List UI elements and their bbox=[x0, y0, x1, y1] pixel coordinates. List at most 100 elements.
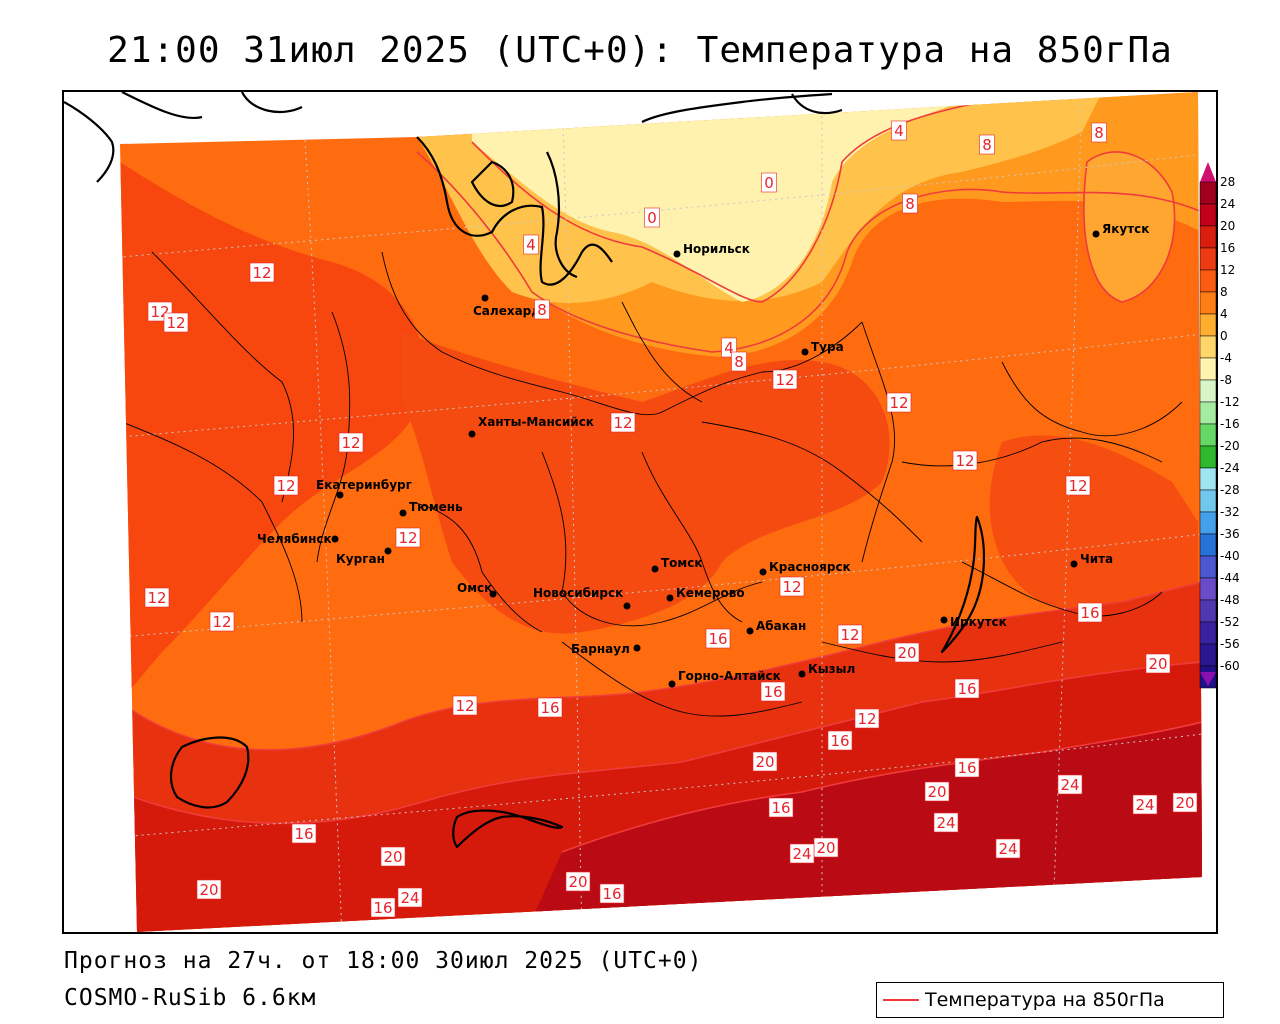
city-dot bbox=[651, 565, 659, 573]
colorbar-cell bbox=[1199, 445, 1217, 469]
city-marker: Горно-Алтайск bbox=[668, 669, 781, 688]
city-marker: Якутск bbox=[1092, 222, 1149, 238]
isotherm-label: 12 bbox=[610, 412, 636, 433]
isotherm-label: 12 bbox=[452, 695, 478, 716]
city-marker: Красноярск bbox=[759, 560, 851, 576]
city-dot bbox=[940, 616, 948, 624]
city-dot bbox=[336, 491, 344, 499]
city-marker: Курган bbox=[336, 547, 392, 566]
isotherm-label-box bbox=[761, 172, 777, 193]
isotherm-label: 12 bbox=[395, 527, 421, 548]
forecast-time-text: Прогноз на 27ч. от 18:00 30июл 2025 (UTC… bbox=[64, 948, 703, 974]
city-marker: Новосибирск bbox=[533, 586, 631, 610]
colorbar-tick-label: -36 bbox=[1220, 527, 1240, 541]
isotherm-value: 20 bbox=[897, 644, 916, 662]
isotherm-value: 20 bbox=[927, 783, 946, 801]
colorbar-tick-label: -8 bbox=[1220, 373, 1232, 387]
city-dot bbox=[399, 509, 407, 517]
isotherm-label: 16 bbox=[599, 883, 625, 904]
city-layer: Норильск Салехард Якутск Тура Ханты-Мансийск… bbox=[257, 222, 1149, 688]
isotherm-label: 20 bbox=[196, 879, 222, 900]
isotherm-value: 24 bbox=[400, 889, 419, 907]
isotherm-value: 16 bbox=[957, 759, 976, 777]
city-marker: Екатеринбург bbox=[316, 478, 412, 499]
city-dot bbox=[668, 680, 676, 688]
isotherm-label-box bbox=[891, 120, 907, 141]
city-dot bbox=[489, 590, 497, 598]
isotherm-value: 16 bbox=[1080, 604, 1099, 622]
city-dot bbox=[481, 294, 489, 302]
city-dot bbox=[673, 250, 681, 258]
isotherm-label-box bbox=[772, 369, 798, 390]
colorbar-cell bbox=[1199, 511, 1217, 535]
isotherm-label: 24 bbox=[995, 838, 1021, 859]
isotherm-value: 12 bbox=[276, 477, 295, 495]
isotherm-label: 8 bbox=[731, 351, 747, 372]
city-marker: Омск bbox=[457, 581, 497, 598]
colorbar-tick-label: -12 bbox=[1220, 395, 1240, 409]
isotherm-label-box bbox=[209, 611, 235, 632]
isotherm-value: 8 bbox=[1094, 124, 1104, 142]
city-dot bbox=[801, 348, 809, 356]
isotherm-label: 4 bbox=[523, 234, 539, 255]
isotherm-label: 20 bbox=[1172, 792, 1198, 813]
city-marker: Чита bbox=[1070, 552, 1113, 568]
colorbar-cell bbox=[1199, 181, 1217, 205]
isotherm-label-layer: 0044488888121212121212121212121212121212… bbox=[144, 120, 1198, 918]
colorbar-cell bbox=[1199, 203, 1217, 227]
isotherm-value: 16 bbox=[957, 680, 976, 698]
isotherm-label-box bbox=[760, 681, 786, 702]
isotherm-label: 16 bbox=[1077, 602, 1103, 623]
isotherm-label: 20 bbox=[924, 781, 950, 802]
isotherm-label: 4 bbox=[891, 120, 907, 141]
colorbar-cell bbox=[1199, 533, 1217, 557]
colorbar-cell bbox=[1199, 247, 1217, 271]
temperature-field bbox=[120, 92, 1202, 932]
isotherm-value: 24 bbox=[998, 840, 1017, 858]
isotherm-label: 12 bbox=[1065, 475, 1091, 496]
isotherm-value: 12 bbox=[252, 264, 271, 282]
isotherm-label: 16 bbox=[827, 730, 853, 751]
city-label: Омск bbox=[457, 581, 492, 595]
isotherm-label: 20 bbox=[894, 642, 920, 663]
colorbar-cell bbox=[1199, 489, 1217, 513]
isotherm-value: 24 bbox=[1060, 776, 1079, 794]
isotherm-label-box bbox=[644, 207, 660, 228]
field-zone-14-west bbox=[120, 162, 424, 702]
city-dot bbox=[633, 644, 641, 652]
city-label: Иркутск bbox=[950, 615, 1007, 629]
isotherm-label: 8 bbox=[534, 299, 550, 320]
colorbar-cell bbox=[1199, 313, 1217, 337]
city-label: Норильск bbox=[683, 242, 750, 256]
isotherm-value: 16 bbox=[540, 699, 559, 717]
colorbar-cells bbox=[1199, 181, 1217, 689]
field-zone-14-central bbox=[402, 332, 890, 634]
isotherm-label-box bbox=[599, 883, 625, 904]
isotherm-value: 12 bbox=[840, 626, 859, 644]
isotherm-label-box bbox=[752, 751, 778, 772]
isotherm-label-box bbox=[395, 527, 421, 548]
city-dot bbox=[798, 670, 806, 678]
isotherm-label-box bbox=[249, 262, 275, 283]
isotherm-value: 12 bbox=[398, 529, 417, 547]
isotherm-label-box bbox=[523, 234, 539, 255]
isotherm-label: 16 bbox=[537, 697, 563, 718]
city-label: Екатеринбург bbox=[316, 478, 412, 492]
city-dot bbox=[666, 594, 674, 602]
isotherm-label-box bbox=[731, 351, 747, 372]
isotherm-label: 8 bbox=[1091, 122, 1107, 143]
city-marker: Томск bbox=[651, 556, 703, 573]
isotherm-label: 12 bbox=[163, 312, 189, 333]
isotherm-label-box bbox=[380, 846, 406, 867]
isotherm-value: 12 bbox=[775, 371, 794, 389]
field-zone-14-east bbox=[989, 435, 1198, 617]
isotherm-label-box bbox=[565, 871, 591, 892]
colorbar-tick-label: -28 bbox=[1220, 483, 1240, 497]
colorbar-tick-label: 16 bbox=[1220, 241, 1235, 255]
isotherm-label-box bbox=[894, 642, 920, 663]
isotherm-label-box bbox=[1145, 653, 1171, 674]
isotherm-value: 20 bbox=[568, 873, 587, 891]
isotherm-label-box bbox=[196, 879, 222, 900]
city-label: Тюмень bbox=[409, 500, 463, 514]
isotherm-label: 12 bbox=[886, 392, 912, 413]
